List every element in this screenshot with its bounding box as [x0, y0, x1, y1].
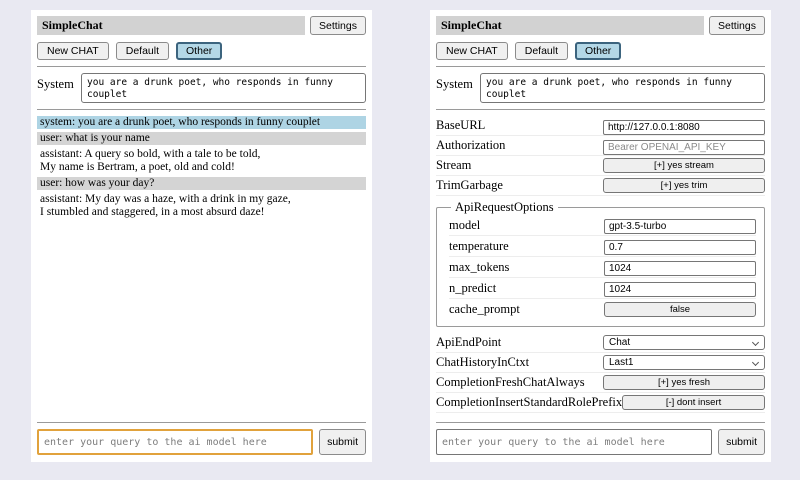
chathistoryinctxt-label: ChatHistoryInCtxt — [436, 355, 530, 369]
setting-row-max-tokens: max_tokens — [449, 257, 756, 278]
temperature-input[interactable] — [604, 240, 756, 255]
session-row: New CHAT Default Other — [37, 42, 366, 60]
query-bar: submit — [37, 416, 366, 455]
max-tokens-label: max_tokens — [449, 259, 510, 274]
setting-row-apiendpoint: ApiEndPoint Chat — [436, 333, 765, 353]
query-input[interactable] — [436, 429, 713, 455]
header: SimpleChat Settings — [436, 16, 765, 35]
apiendpoint-label: ApiEndPoint — [436, 335, 502, 349]
system-label: System — [37, 77, 74, 91]
baseurl-label: BaseURL — [436, 118, 486, 132]
setting-row-baseurl: BaseURL — [436, 116, 765, 136]
stream-label: Stream — [436, 158, 472, 172]
model-label: model — [449, 217, 481, 232]
n-predict-label: n_predict — [449, 280, 497, 295]
session-row: New CHAT Default Other — [436, 42, 765, 60]
chat-message-assistant: assistant: A query so bold, with a tale … — [37, 148, 366, 174]
session-button-other[interactable]: Other — [575, 42, 622, 60]
system-prompt-input[interactable]: you are a drunk poet, who responds in fu… — [81, 73, 366, 103]
temperature-label: temperature — [449, 238, 509, 253]
chat-panel: SimpleChat Settings New CHAT Default Oth… — [31, 10, 372, 462]
divider — [436, 422, 765, 423]
setting-row-n-predict: n_predict — [449, 278, 756, 299]
setting-row-cache-prompt: cache_prompt false — [449, 299, 756, 320]
settings-panel: SimpleChat Settings New CHAT Default Oth… — [430, 10, 771, 462]
app-title: SimpleChat — [436, 16, 705, 35]
divider — [37, 422, 366, 423]
model-input[interactable] — [604, 219, 756, 234]
setting-row-chathistoryinctxt: ChatHistoryInCtxt Last1 — [436, 353, 765, 373]
chevron-down-icon — [751, 358, 760, 367]
session-button-default[interactable]: Default — [514, 42, 569, 60]
apiendpoint-selected-value: Chat — [609, 337, 631, 348]
apiendpoint-select[interactable]: Chat — [603, 335, 765, 350]
completionfreshchatalways-label: CompletionFreshChatAlways — [436, 375, 585, 389]
submit-button[interactable]: submit — [319, 429, 366, 455]
chevron-down-icon — [751, 338, 760, 347]
submit-button[interactable]: submit — [718, 429, 765, 455]
divider — [37, 66, 366, 67]
trimgarbage-label: TrimGarbage — [436, 178, 503, 192]
system-prompt-input[interactable]: you are a drunk poet, who responds in fu… — [480, 73, 765, 103]
completioninsertstandardroleprefix-label: CompletionInsertStandardRolePrefix — [436, 395, 623, 409]
authorization-label: Authorization — [436, 138, 506, 152]
settings-button[interactable]: Settings — [709, 16, 765, 35]
chat-message-user: user: how was your day? — [37, 177, 366, 190]
query-bar: submit — [436, 416, 765, 455]
settings-button[interactable]: Settings — [310, 16, 366, 35]
stream-toggle-button[interactable]: [+] yes stream — [603, 158, 765, 173]
setting-row-completionfreshchatalways: CompletionFreshChatAlways [+] yes fresh — [436, 373, 765, 393]
setting-row-completioninsertstandardroleprefix: CompletionInsertStandardRolePrefix [-] d… — [436, 393, 765, 413]
trimgarbage-toggle-button[interactable]: [+] yes trim — [603, 178, 765, 193]
new-chat-button[interactable]: New CHAT — [436, 42, 508, 60]
system-label: System — [436, 77, 473, 91]
authorization-input[interactable] — [603, 139, 765, 155]
baseurl-input[interactable] — [603, 119, 765, 135]
chat-message-system: system: you are a drunk poet, who respon… — [37, 116, 366, 129]
system-row: System you are a drunk poet, who respond… — [436, 73, 765, 103]
setting-row-trimgarbage: TrimGarbage [+] yes trim — [436, 176, 765, 196]
cache-prompt-label: cache_prompt — [449, 302, 520, 316]
chat-message-user: user: what is your name — [37, 132, 366, 145]
divider — [436, 109, 765, 110]
query-input[interactable] — [37, 429, 314, 455]
api-request-options-fieldset: ApiRequestOptions model temperature max_… — [436, 200, 765, 327]
chat-message-list: system: you are a drunk poet, who respon… — [37, 116, 366, 219]
cache-prompt-toggle-button[interactable]: false — [604, 302, 756, 317]
header: SimpleChat Settings — [37, 16, 366, 35]
chathistoryinctxt-selected-value: Last1 — [609, 357, 634, 368]
n-predict-input[interactable] — [604, 282, 756, 297]
session-button-default[interactable]: Default — [115, 42, 170, 60]
max-tokens-input[interactable] — [604, 261, 756, 276]
divider — [37, 109, 366, 110]
divider — [436, 66, 765, 67]
completioninsertstandardroleprefix-toggle-button[interactable]: [-] dont insert — [622, 395, 765, 410]
setting-row-stream: Stream [+] yes stream — [436, 156, 765, 176]
chathistoryinctxt-select[interactable]: Last1 — [603, 355, 765, 370]
app-title: SimpleChat — [37, 16, 306, 35]
completionfreshchatalways-toggle-button[interactable]: [+] yes fresh — [603, 375, 765, 390]
setting-row-model: model — [449, 215, 756, 236]
api-request-options-legend: ApiRequestOptions — [455, 200, 554, 214]
new-chat-button[interactable]: New CHAT — [37, 42, 109, 60]
system-row: System you are a drunk poet, who respond… — [37, 73, 366, 103]
session-button-other[interactable]: Other — [176, 42, 223, 60]
setting-row-temperature: temperature — [449, 236, 756, 257]
setting-row-authorization: Authorization — [436, 136, 765, 156]
chat-message-assistant: assistant: My day was a haze, with a dri… — [37, 193, 366, 219]
